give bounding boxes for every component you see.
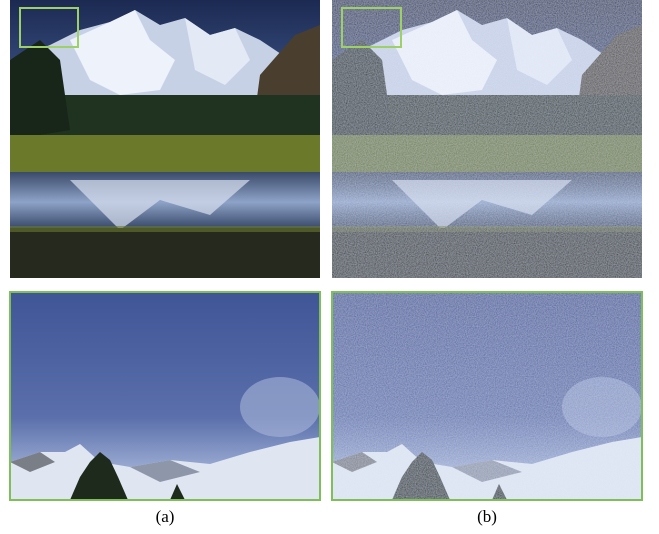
crop-box <box>341 7 402 48</box>
panel-label: (b) <box>477 507 497 526</box>
zoom-border <box>9 291 321 501</box>
panel-label: (a) <box>156 507 175 526</box>
original-image <box>10 0 320 278</box>
noisy-zoom <box>332 292 642 500</box>
zoom-border <box>331 291 643 501</box>
noisy-image <box>332 0 642 278</box>
crop-box <box>19 7 79 48</box>
original-zoom <box>10 292 320 500</box>
